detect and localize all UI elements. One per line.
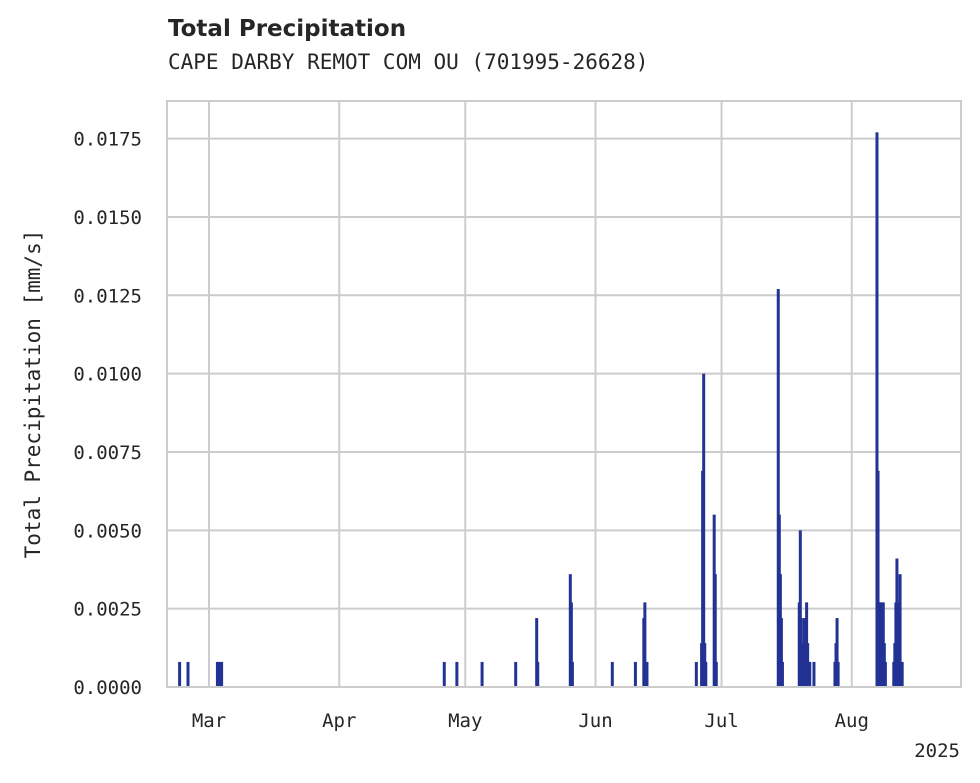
precipitation-bar <box>900 661 904 687</box>
precipitation-bar <box>535 618 539 687</box>
precipitation-bar <box>704 661 708 687</box>
y-tick-label: 0.0050 <box>73 520 142 542</box>
y-axis-label: Total Precipitation [mm/s] <box>21 230 45 559</box>
y-tick-label: 0.0075 <box>73 442 142 464</box>
y-tick-label: 0.0150 <box>73 207 142 229</box>
precipitation-bar <box>836 661 840 687</box>
precipitation-bar <box>570 661 574 687</box>
precipitation-bar <box>876 470 880 687</box>
precipitation-bar <box>803 618 807 687</box>
year-label: 2025 <box>914 740 960 762</box>
x-tick-label: Jun <box>578 710 612 732</box>
plot-frame <box>166 100 962 688</box>
bar-layer <box>178 132 904 687</box>
y-tick-label: 0.0025 <box>73 599 142 621</box>
precipitation-bar <box>713 574 717 687</box>
precipitation-bar <box>643 602 647 687</box>
precipitation-bar <box>875 132 879 687</box>
precipitation-bar <box>569 602 573 687</box>
chart-subtitle: CAPE DARBY REMOT COM OU (701995-26628) <box>168 50 649 74</box>
precipitation-bar <box>714 661 718 687</box>
precipitation-bar <box>218 661 222 687</box>
precipitation-bar <box>776 289 780 687</box>
y-tick-label: 0.0000 <box>73 677 142 699</box>
precipitation-bar <box>220 661 224 687</box>
y-tick-label: 0.0175 <box>73 129 142 151</box>
y-tick-label: 0.0100 <box>73 364 142 386</box>
precipitation-bar <box>898 574 902 687</box>
precipitation-bar <box>480 661 484 687</box>
precipitation-bar <box>798 530 802 687</box>
x-tick-label: May <box>448 710 482 732</box>
grid-layer <box>167 101 961 688</box>
y-tick-label: 0.0125 <box>73 285 142 307</box>
x-tick-label: Aug <box>835 710 869 732</box>
x-tick-label: Apr <box>322 710 356 732</box>
precipitation-bar <box>610 661 614 687</box>
precipitation-bar <box>215 661 219 687</box>
precipitation-bar <box>835 618 839 687</box>
precipitation-bar <box>694 661 698 687</box>
precipitation-bar <box>812 661 816 687</box>
precipitation-bar <box>702 373 706 687</box>
precipitation-bar <box>514 661 518 687</box>
precipitation-bar <box>780 661 784 687</box>
precipitation-bar <box>455 661 459 687</box>
precipitation-bar <box>808 661 812 687</box>
chart-title: Total Precipitation <box>168 16 407 42</box>
precipitation-bar <box>645 661 649 687</box>
y-tick-labels: 0.0000 0.0025 0.0050 0.0075 0.0100 0.0125 0.01… <box>73 129 142 699</box>
precipitation-bar <box>186 661 190 687</box>
precipitation-bar <box>442 661 446 687</box>
precipitation-bar <box>536 661 540 687</box>
precipitation-bar <box>779 618 783 687</box>
x-tick-label: Mar <box>192 710 226 732</box>
x-tick-label: Jul <box>704 710 738 732</box>
precipitation-bar <box>633 661 637 687</box>
precipitation-bar <box>883 661 887 687</box>
x-tick-labels: Mar Apr May Jun Jul Aug <box>192 710 869 732</box>
precipitation-bar <box>178 661 182 687</box>
